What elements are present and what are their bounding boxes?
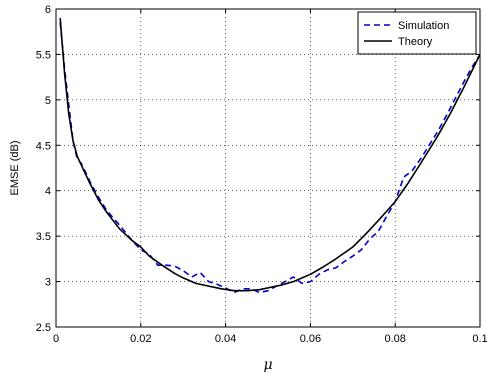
tick-labels: 0 0.02 0.04 0.06 0.08 0.1 2.5 3 3.5 4 4.5 5 5.5 6: [36, 4, 488, 345]
x-tick-label: 0.08: [384, 333, 405, 345]
y-tick-label: 5.5: [36, 49, 51, 61]
y-tick-label: 4: [45, 186, 51, 198]
x-axis-label: μ: [263, 357, 272, 373]
legend-entry-theory: Theory: [398, 36, 433, 48]
legend-entry-simulation: Simulation: [398, 20, 449, 32]
y-tick-label: 3: [45, 277, 51, 289]
y-tick-label: 4.5: [36, 140, 51, 152]
y-tick-label: 2.5: [36, 322, 51, 334]
y-tick-label: 6: [45, 4, 51, 16]
x-tick-label: 0.02: [130, 333, 151, 345]
x-tick-label: 0: [53, 333, 59, 345]
series-line-simulation: [59, 22, 481, 294]
series-lines: [59, 18, 481, 294]
x-tick-label: 0.1: [472, 333, 487, 345]
y-tick-label: 5: [45, 95, 51, 107]
legend-box: [357, 11, 477, 55]
y-axis-label: EMSE (dB): [9, 140, 21, 195]
plot-frame: [55, 8, 481, 328]
y-tick-label: 3.5: [36, 231, 51, 243]
axis-ticks: [55, 8, 481, 328]
x-tick-label: 0.06: [300, 333, 321, 345]
x-tick-label: 0.04: [215, 333, 236, 345]
grid: [56, 9, 480, 327]
legend: Simulation Theory: [357, 11, 477, 55]
series-line-theory: [59, 18, 481, 292]
